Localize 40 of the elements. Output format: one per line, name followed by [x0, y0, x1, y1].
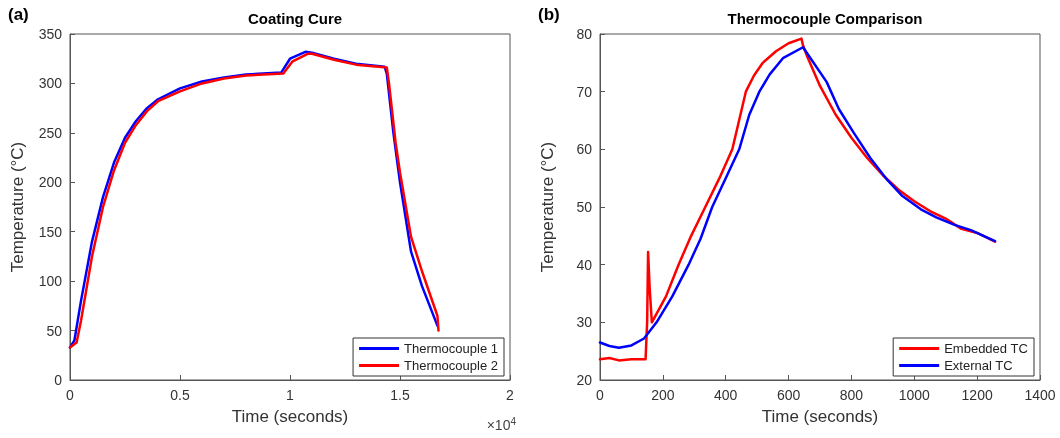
- x-tick-label: 600: [776, 387, 801, 403]
- text: (a): [8, 5, 29, 24]
- y-tick-label: 100: [38, 273, 63, 290]
- y-tick-label: 150: [38, 223, 63, 240]
- y-tick-label: 0: [54, 372, 63, 388]
- y-tick-label: 30: [576, 314, 593, 331]
- y-tick-label: 50: [576, 199, 593, 215]
- legend-label: Embedded TC: [944, 341, 1028, 356]
- y-tick-label: 300: [38, 75, 63, 92]
- text: (b): [538, 5, 560, 24]
- y-tick-label: 40: [576, 256, 593, 273]
- x-tick-label: 200: [651, 387, 675, 403]
- x-tick-label: 2: [506, 387, 515, 403]
- y-tick-label: 250: [38, 124, 63, 141]
- y-tick-label: 80: [576, 26, 593, 42]
- x-tick-label: 0: [66, 387, 75, 403]
- chart-title: Thermocouple Comparison: [727, 10, 923, 27]
- y-tick-label: 350: [38, 26, 63, 42]
- y-tick-label: 60: [576, 141, 593, 158]
- y-axis-title: Temperature (°C): [8, 141, 27, 273]
- x-tick-label: 800: [839, 387, 864, 403]
- x-tick-label: 1: [286, 387, 295, 403]
- x-tick-label: 1.5: [390, 387, 410, 403]
- legend-label: Thermocouple 2: [404, 358, 499, 373]
- x-tick-label: 1200: [961, 387, 993, 403]
- x-tick-label: 0.5: [170, 387, 190, 403]
- x-axis-title: Time (seconds): [231, 407, 349, 426]
- y-tick-label: 70: [576, 83, 593, 100]
- chart-title: Coating Cure: [247, 10, 343, 27]
- legend-label: Thermocouple 1: [404, 341, 499, 356]
- y-tick-label: 200: [38, 174, 63, 191]
- y-tick-label: 20: [576, 372, 593, 388]
- legend-label: External TC: [944, 358, 1013, 373]
- x-tick-label: 1400: [1024, 387, 1056, 403]
- x-tick-label: 400: [714, 387, 738, 403]
- x-axis-title: Time (seconds): [761, 407, 879, 426]
- x-tick-label: 0: [596, 387, 605, 403]
- x-tick-label: 1000: [898, 387, 931, 403]
- y-tick-label: 50: [46, 322, 63, 339]
- y-axis-title: Temperature (°C): [538, 141, 557, 273]
